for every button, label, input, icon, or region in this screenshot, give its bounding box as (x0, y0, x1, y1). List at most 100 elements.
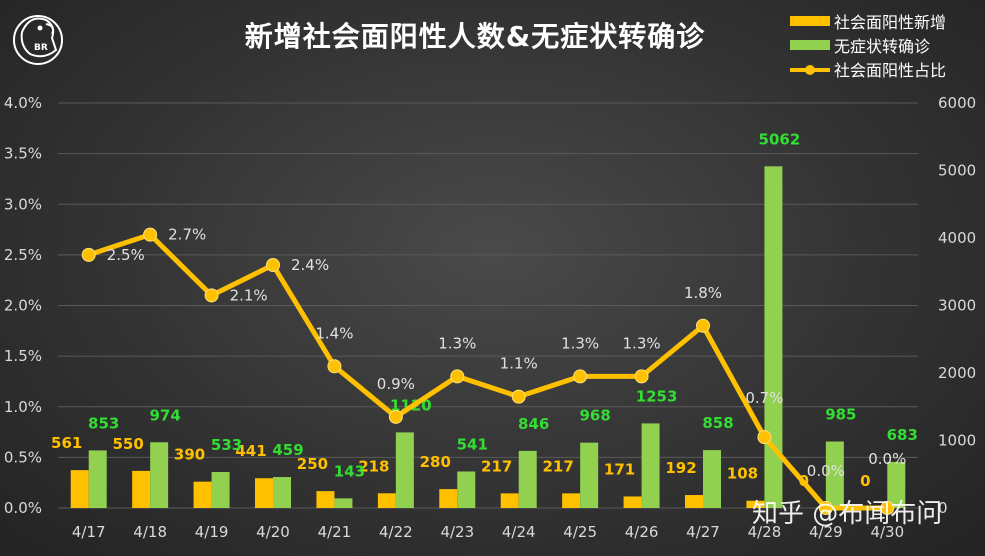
ratio-label: 2.5% (107, 246, 145, 264)
bars (70, 166, 906, 508)
bar-label-positive: 0 (860, 472, 870, 490)
bar-label-positive: 218 (358, 457, 389, 475)
ratio-label: 2.7% (168, 226, 206, 244)
bar-label-asymptomatic: 974 (149, 406, 180, 424)
y-right-tick: 4000 (938, 229, 976, 247)
y-left-tick: 1.5% (4, 347, 42, 365)
bar-label-asymptomatic: 858 (702, 414, 733, 432)
x-tick: 4/19 (195, 523, 229, 541)
x-tick: 4/23 (440, 523, 474, 541)
ratio-label: 2.1% (230, 286, 268, 304)
bar-positive (746, 500, 765, 508)
ratio-label: 1.8% (684, 284, 722, 302)
x-tick: 4/22 (379, 523, 413, 541)
x-tick: 4/28 (748, 523, 782, 541)
bar-asymptomatic (580, 442, 599, 508)
x-tick: 4/20 (256, 523, 290, 541)
y-right-tick: 3000 (938, 297, 976, 315)
bar-positive (562, 493, 581, 508)
bar-asymptomatic (518, 450, 537, 508)
ratio-point (511, 389, 526, 404)
x-tick: 4/29 (809, 523, 843, 541)
bar-positive (439, 489, 458, 508)
y-left-tick: 3.0% (4, 195, 42, 213)
bar-label-asymptomatic: 968 (579, 407, 610, 425)
bar-positive (132, 470, 151, 508)
bar-label-asymptomatic: 459 (272, 441, 303, 459)
ratio-point (757, 430, 772, 445)
ratio-point (81, 247, 96, 262)
ratio-point (327, 359, 342, 374)
left-axis-ticks: 0.0% 0.5% 1.0% 1.5% 2.0% 2.5% 3.0% 3.5% 4.0% (4, 94, 42, 517)
y-left-tick: 2.5% (4, 246, 42, 264)
legend: 社会面阳性新增 无症状转确诊 社会面阳性占比 (790, 13, 946, 80)
bar-positive (623, 496, 642, 508)
bar-positive (255, 478, 273, 508)
x-tick: 4/26 (625, 523, 659, 541)
bar-label-positive: 550 (112, 435, 143, 453)
bar-positive (685, 495, 703, 508)
legend-label-asymptomatic: 无症状转确诊 (834, 37, 930, 56)
ratio-label: 2.4% (291, 256, 329, 274)
bar-asymptomatic (887, 461, 906, 508)
parrot-logo: BR (13, 15, 63, 65)
legend-swatch-asymptomatic (790, 40, 830, 50)
bar-label-positive: 108 (727, 465, 758, 483)
right-axis-ticks: 0 1000 2000 3000 4000 5000 6000 (938, 94, 976, 517)
bar-asymptomatic (273, 477, 291, 508)
ratio-point (818, 501, 833, 515)
y-right-tick: 1000 (938, 432, 976, 450)
bar-label-asymptomatic: 533 (211, 436, 242, 454)
ratio-label: 0.0% (868, 450, 906, 468)
bar-label-positive: 280 (420, 453, 451, 471)
ratio-label: 1.3% (623, 334, 661, 352)
y-right-tick: 6000 (938, 94, 976, 112)
ratio-series-line (87, 232, 888, 511)
bar-positive (500, 493, 519, 508)
bar-label-asymptomatic: 853 (88, 414, 119, 432)
ratio-point (696, 318, 710, 333)
bar-label-positive: 390 (174, 446, 205, 464)
bar-asymptomatic (641, 423, 660, 508)
x-axis-ticks: 4/17 4/18 4/19 4/20 4/21 4/22 4/23 4/24 4/25 4/26… (72, 523, 904, 541)
bar-positive (193, 481, 212, 508)
legend-marker-ratio (805, 65, 815, 75)
y-left-tick: 2.0% (4, 297, 42, 315)
y-right-tick: 5000 (938, 162, 976, 180)
ratio-point (450, 369, 465, 384)
ratio-line (81, 227, 895, 515)
bar-label-asymptomatic: 1253 (636, 387, 678, 405)
bar-asymptomatic (395, 432, 414, 508)
bar-label-positive: 217 (542, 457, 573, 475)
ratio-label: 0.9% (377, 375, 415, 393)
bar-positive (316, 491, 335, 508)
ratio-label: 1.3% (561, 334, 599, 352)
bar-positive (377, 493, 396, 508)
legend-label-positive: 社会面阳性新增 (834, 13, 946, 32)
bar-label-asymptomatic: 846 (518, 415, 549, 433)
bar-asymptomatic (334, 498, 353, 508)
ratio-point (266, 258, 280, 272)
x-tick: 4/17 (72, 523, 106, 541)
x-tick: 4/21 (318, 523, 352, 541)
ratio-label: 0.7% (745, 389, 783, 407)
bar-label-positive: 561 (51, 434, 82, 452)
y-left-tick: 1.0% (4, 398, 42, 416)
bar-asymptomatic (825, 441, 844, 508)
ratio-point (204, 288, 219, 303)
ratio-label: 0.0% (807, 462, 845, 480)
bar-label-asymptomatic: 143 (334, 462, 365, 480)
bar-asymptomatic (457, 471, 476, 508)
y-right-tick: 0 (938, 499, 948, 517)
bar-label-asymptomatic: 5062 (759, 130, 801, 148)
logo-text: BR (34, 43, 48, 53)
bar-label-positive: 441 (235, 442, 266, 460)
bar-label-asymptomatic: 683 (887, 426, 918, 444)
x-tick: 4/30 (870, 523, 904, 541)
bar-label-positive: 250 (297, 455, 328, 473)
y-left-tick: 3.5% (4, 145, 42, 163)
y-right-tick: 2000 (938, 364, 976, 382)
ratio-point (143, 227, 158, 242)
bar-label-asymptomatic: 541 (457, 435, 488, 453)
